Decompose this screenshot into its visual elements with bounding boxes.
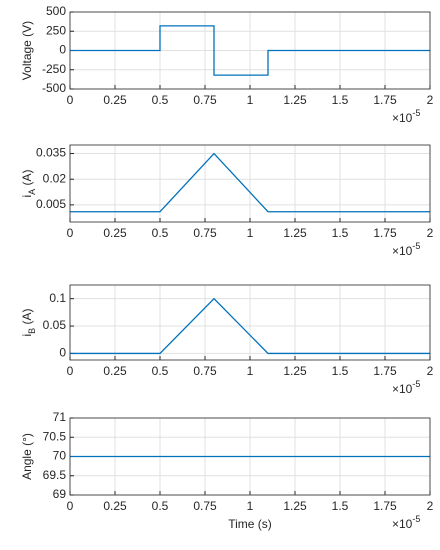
x-tick-label: 1 <box>247 226 254 240</box>
x-multiplier: ×10-5 <box>392 108 420 125</box>
label-part: ×10 <box>392 382 413 396</box>
x-multiplier: ×10-5 <box>392 379 420 396</box>
axes-box <box>69 284 431 361</box>
x-tick-label: 0.5 <box>152 226 169 240</box>
x-tick-label: 1.5 <box>332 499 349 513</box>
y-tick-label: 0.02 <box>43 171 67 185</box>
y-tick-label: 70.5 <box>43 429 67 443</box>
x-multiplier: ×10-5 <box>392 514 420 531</box>
y-tick-label: 70 <box>53 449 67 463</box>
label-part: -5 <box>412 108 420 118</box>
x-tick-label: 1.5 <box>332 364 349 378</box>
line <box>70 297 430 355</box>
label-part: (A) <box>20 169 34 188</box>
y-tick-label: 0.05 <box>43 318 67 332</box>
axes-box <box>69 144 431 223</box>
axes-box <box>69 417 431 496</box>
label-part: -5 <box>412 514 420 524</box>
axes-box <box>69 11 431 90</box>
y-tick-label: 69.5 <box>43 468 67 482</box>
x-tick-label: 1.75 <box>373 93 397 107</box>
x-tick-label: 1.5 <box>332 226 349 240</box>
x-tick-label: 1 <box>247 93 254 107</box>
x-tick-label: 0 <box>67 499 74 513</box>
x-tick-label: 2 <box>427 364 434 378</box>
x-tick-label: 1.25 <box>283 93 307 107</box>
y-tick-label: 0 <box>59 346 66 360</box>
x-multiplier: ×10-5 <box>392 241 420 258</box>
label-part: -5 <box>412 241 420 251</box>
x-tick-label: 0.75 <box>193 499 217 513</box>
line <box>70 25 430 76</box>
line <box>70 152 430 213</box>
x-axis-label: Time (s) <box>228 517 272 531</box>
x-tick-label: 0.5 <box>152 364 169 378</box>
x-tick-label: 2 <box>427 499 434 513</box>
y-tick-label: 0 <box>59 43 66 57</box>
x-tick-label: 0 <box>67 93 74 107</box>
x-tick-label: 0 <box>67 226 74 240</box>
y-tick-label: -500 <box>42 81 66 95</box>
y-axis-label: iA (A) <box>20 169 37 197</box>
x-tick-label: 1.75 <box>373 499 397 513</box>
y-tick-label: 250 <box>46 23 66 37</box>
x-tick-label: 0 <box>67 364 74 378</box>
label-part: Voltage (V) <box>20 21 34 80</box>
label-part: (A) <box>20 308 34 327</box>
x-tick-label: 0.75 <box>193 226 217 240</box>
x-tick-label: 0.75 <box>193 364 217 378</box>
x-tick-label: 1.75 <box>373 364 397 378</box>
x-tick-label: 2 <box>427 93 434 107</box>
label-part: B <box>27 328 37 334</box>
label-part: i <box>20 334 34 337</box>
x-tick-label: 0.25 <box>103 364 127 378</box>
x-tick-label: 0.75 <box>193 93 217 107</box>
y-axis-label: Voltage (V) <box>20 21 34 80</box>
x-tick-label: 0.25 <box>103 226 127 240</box>
y-tick-label: -250 <box>42 62 66 76</box>
y-tick-label: 71 <box>53 410 67 424</box>
x-tick-label: 0.5 <box>152 93 169 107</box>
label-part: A <box>27 189 37 195</box>
x-tick-label: 1.25 <box>283 364 307 378</box>
y-tick-label: 69 <box>53 487 67 501</box>
y-tick-label: 0.005 <box>36 197 66 211</box>
x-tick-label: 0.25 <box>103 499 127 513</box>
label-part: ×10 <box>392 244 413 258</box>
x-tick-label: 1 <box>247 364 254 378</box>
x-tick-label: 1.5 <box>332 93 349 107</box>
x-tick-label: 1.25 <box>283 226 307 240</box>
y-tick-label: 0.035 <box>36 146 66 160</box>
y-axis-label: Angle (°) <box>20 433 34 480</box>
x-tick-label: 2 <box>427 226 434 240</box>
label-part: ×10 <box>392 517 413 531</box>
label-part: -5 <box>412 379 420 389</box>
x-tick-label: 1.25 <box>283 499 307 513</box>
label-part: Angle (°) <box>20 433 34 480</box>
label-part: i <box>20 195 34 198</box>
x-tick-label: 0.5 <box>152 499 169 513</box>
label-part: ×10 <box>392 111 413 125</box>
x-tick-label: 1 <box>247 499 254 513</box>
x-tick-label: 0.25 <box>103 93 127 107</box>
y-tick-label: 0.1 <box>49 291 66 305</box>
y-tick-label: 500 <box>46 4 66 18</box>
x-tick-label: 1.75 <box>373 226 397 240</box>
y-axis-label: iB (A) <box>20 308 37 336</box>
